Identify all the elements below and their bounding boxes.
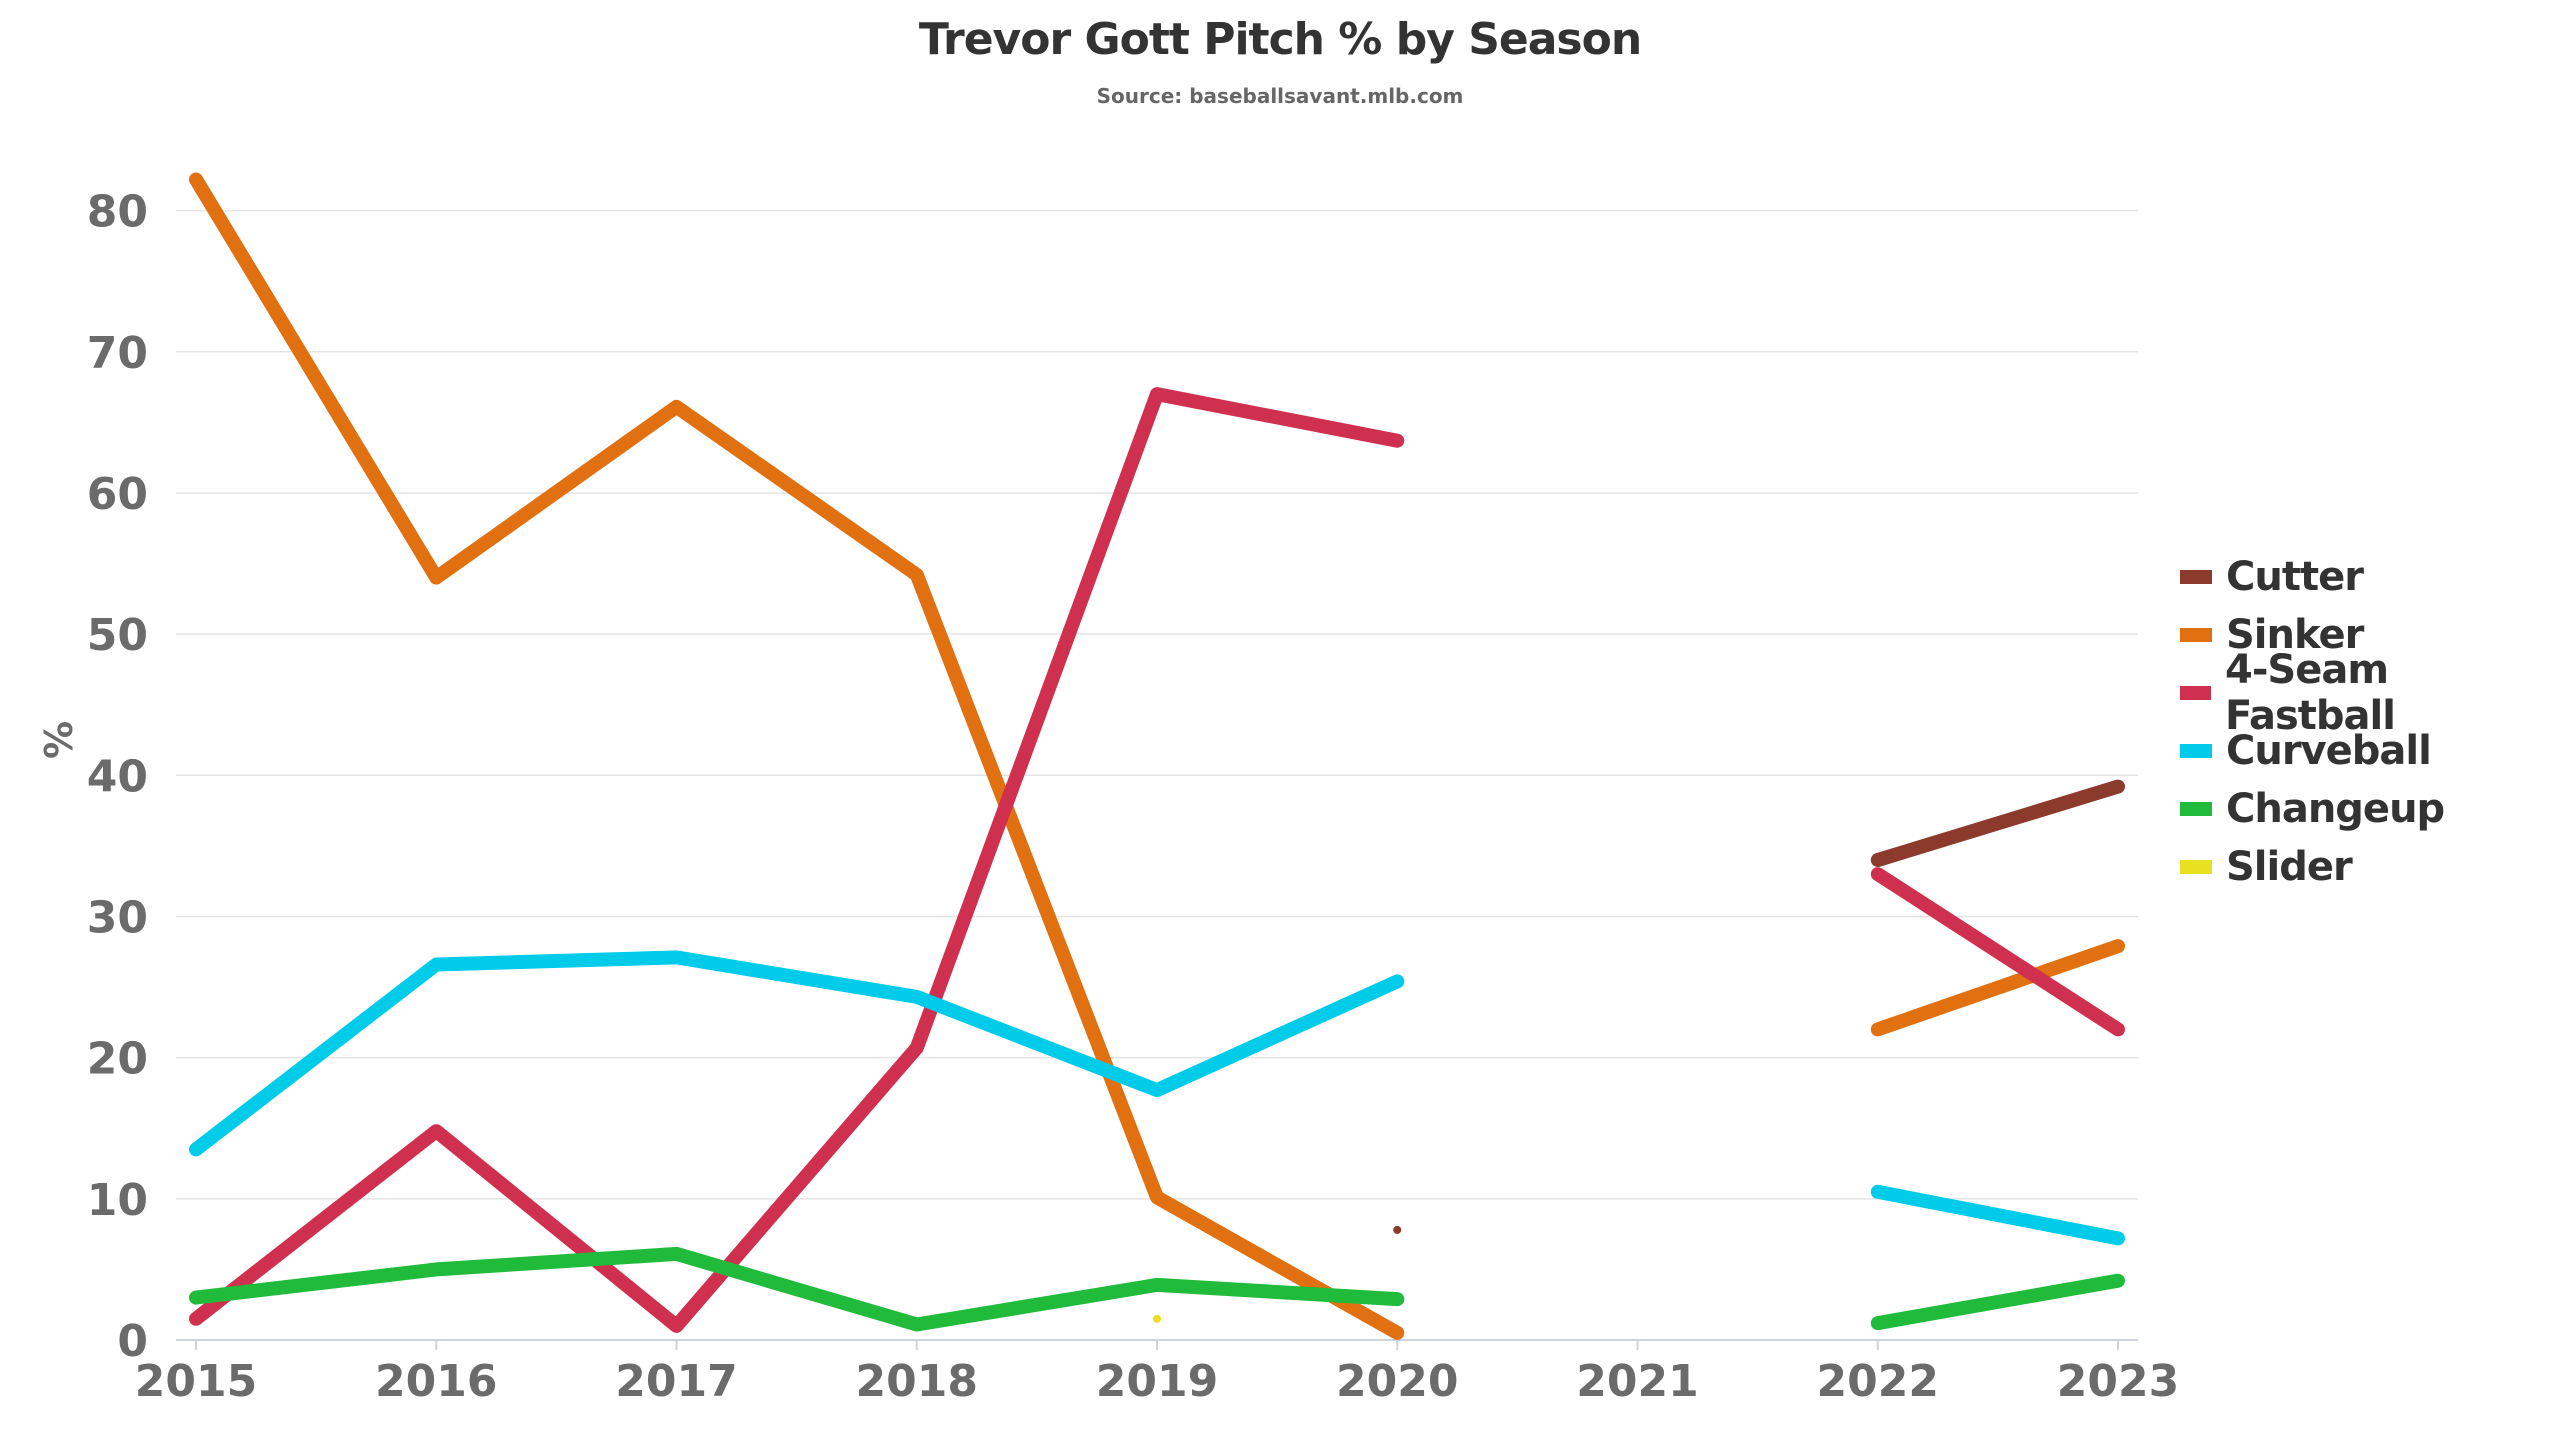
legend-label-curveball: Curveball	[2226, 728, 2432, 774]
legend-label-slider: Slider	[2226, 844, 2353, 890]
y-tick-label-0: 0	[117, 1316, 148, 1367]
legend-swatch-slider	[2180, 860, 2212, 874]
legend-swatch-curveball	[2180, 744, 2212, 758]
series-point-slider-0	[1153, 1314, 1161, 1323]
legend-swatch-sinker	[2180, 628, 2212, 642]
legend-item-slider[interactable]: Slider	[2180, 838, 2560, 896]
series-line-curveball-1	[1870, 1184, 2125, 1246]
y-tick-label-70: 70	[87, 328, 148, 379]
y-tick-label-10: 10	[87, 1175, 148, 1226]
x-tick-label-2022: 2022	[1817, 1356, 1939, 1407]
y-tick-label-20: 20	[87, 1034, 148, 1085]
legend-item-cutter[interactable]: Cutter	[2180, 548, 2560, 606]
series-line-sinker-0	[189, 172, 1405, 1340]
legend-item-sinker[interactable]: Sinker	[2180, 606, 2560, 664]
series-line-curveball-0	[189, 950, 1405, 1157]
x-tick-label-2016: 2016	[375, 1356, 497, 1407]
chart-title: Trevor Gott Pitch % by Season	[918, 14, 1642, 65]
legend-swatch-4-seam-fastball	[2180, 686, 2211, 700]
y-tick-label-50: 50	[87, 610, 148, 661]
legend-label-cutter: Cutter	[2226, 554, 2364, 600]
chart-subtitle: Source: baseballsavant.mlb.com	[1096, 84, 1464, 108]
x-tick-label-2018: 2018	[856, 1356, 978, 1407]
legend-item-curveball[interactable]: Curveball	[2180, 722, 2560, 780]
legend-swatch-changeup	[2180, 802, 2212, 816]
legend: Cutter Sinker 4-Seam Fastball Curveball Chan…	[2180, 548, 2560, 896]
series-line-4-seam-fastball-0	[189, 387, 1405, 1333]
y-axis-title: %	[37, 721, 81, 759]
x-tick-label-2020: 2020	[1336, 1356, 1458, 1407]
legend-label-changeup: Changeup	[2226, 786, 2445, 832]
series-point-cutter-0	[1393, 1225, 1402, 1234]
legend-label-4-seam-fastball: 4-Seam Fastball	[2224, 647, 2396, 739]
y-tick-label-40: 40	[87, 751, 148, 802]
series-line-4-seam-fastball-1	[1870, 867, 2125, 1037]
y-tick-label-30: 30	[87, 892, 148, 943]
series-line-changeup-1	[1870, 1273, 2125, 1331]
legend-item-4-seam-fastball[interactable]: 4-Seam Fastball	[2180, 647, 2560, 739]
y-tick-label-60: 60	[87, 469, 148, 520]
legend-item-changeup[interactable]: Changeup	[2180, 780, 2560, 838]
x-tick-label-2021: 2021	[1576, 1356, 1698, 1407]
x-tick-label-2023: 2023	[2057, 1356, 2179, 1407]
legend-swatch-cutter	[2180, 570, 2212, 584]
series-line-cutter-1	[1870, 779, 2125, 867]
x-tick-label-2019: 2019	[1096, 1356, 1218, 1407]
series-line-sinker-1	[1870, 939, 2125, 1037]
x-tick-label-2015: 2015	[135, 1356, 257, 1407]
x-tick-label-2017: 2017	[615, 1356, 737, 1407]
y-tick-label-80: 80	[87, 187, 148, 238]
series-line-changeup-0	[189, 1246, 1405, 1332]
legend-label-sinker: Sinker	[2226, 612, 2364, 658]
